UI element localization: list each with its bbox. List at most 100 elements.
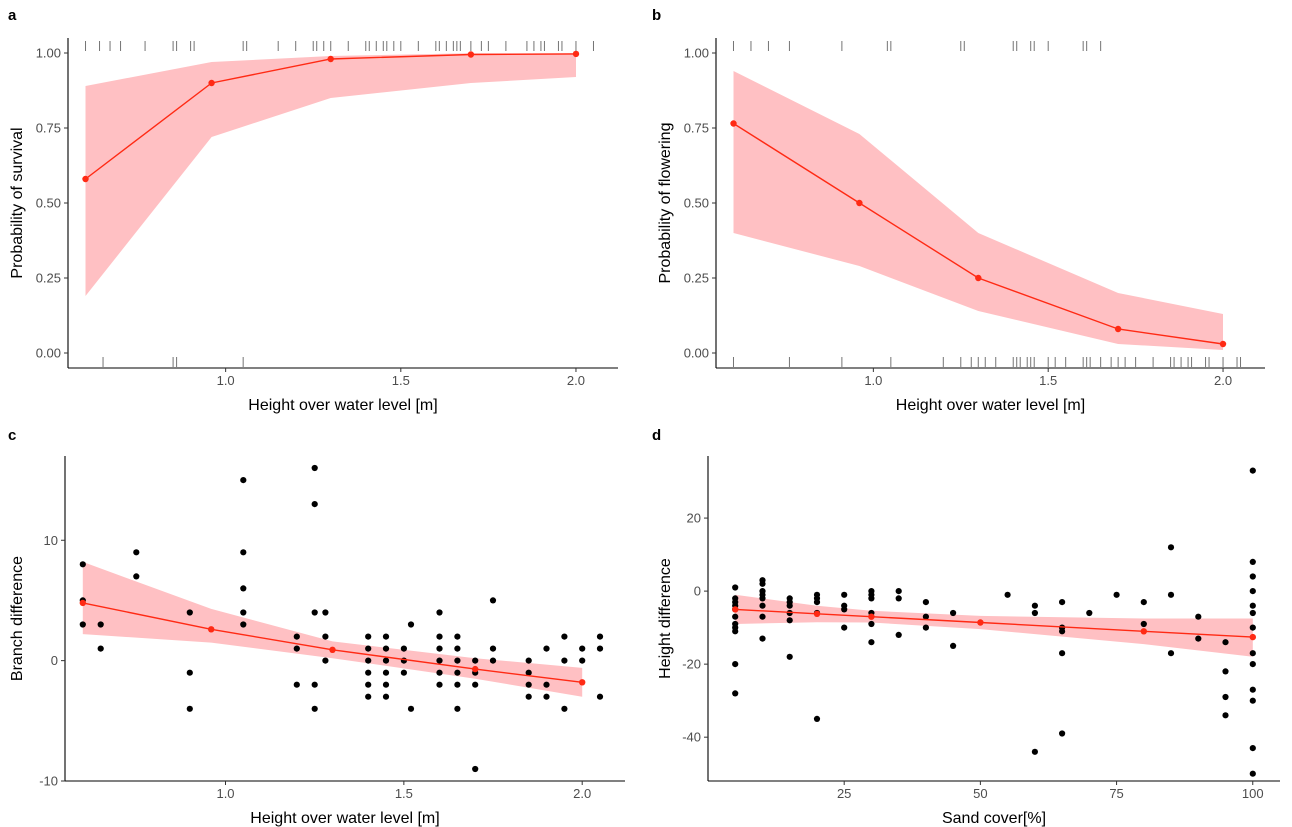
fitted-point [732, 606, 739, 613]
y-tick-label: -10 [39, 774, 58, 789]
fitted-point [79, 599, 87, 607]
observation-point [454, 633, 461, 640]
observation-point [133, 549, 140, 556]
observation-point [868, 595, 875, 602]
observation-point [240, 549, 247, 556]
observation-point [311, 464, 318, 472]
observation-point [365, 633, 372, 640]
observation-point [489, 657, 497, 664]
observation-point [311, 681, 318, 688]
observation-point [79, 621, 86, 628]
observation-point [1222, 693, 1229, 701]
observation-point [382, 657, 390, 664]
observation-point [561, 633, 568, 640]
y-tick-label: 0 [694, 584, 701, 599]
observation-point [1059, 730, 1066, 737]
observation-point [1059, 650, 1066, 657]
observation-point [1249, 661, 1256, 668]
y-tick-label: -40 [682, 730, 701, 745]
y-tick-label: 0.75 [36, 121, 61, 136]
observation-point [454, 681, 461, 688]
observation-point [950, 642, 957, 650]
observation-point [454, 645, 461, 652]
observation-point [813, 715, 821, 723]
observation-point [1031, 602, 1038, 609]
observation-point [922, 613, 930, 620]
observation-point [407, 621, 415, 628]
panel-b: b 1.0 1.5 2.0 0.00 0.25 0.50 0.75 1.00 Height ove… [652, 7, 1265, 414]
observation-point [436, 657, 443, 664]
observation-point [596, 645, 604, 652]
observation-point [382, 681, 390, 688]
observation-point [311, 705, 318, 712]
observation-point [365, 693, 372, 700]
observation-point [454, 705, 461, 712]
observation-point [382, 645, 390, 652]
y-axis-title: Probability of flowering [657, 123, 674, 284]
panel-tag: d [652, 427, 661, 444]
observation-point [579, 645, 586, 652]
panel-tag: b [652, 7, 661, 24]
observation-point [1167, 544, 1175, 551]
x-axis-title: Sand cover[%] [942, 810, 1046, 827]
observation-point [1249, 686, 1256, 693]
observation-point [322, 609, 329, 616]
fitted-point [327, 55, 334, 63]
fitted-point [572, 50, 580, 58]
observation-point [365, 681, 372, 688]
x-tick-label: 2.0 [567, 373, 585, 388]
x-tick-label: 100 [1242, 786, 1264, 801]
fitted-point [472, 665, 479, 673]
observation-point [1031, 748, 1038, 755]
observation-point [596, 633, 604, 640]
observation-point [436, 633, 443, 640]
x-tick-label: 1.5 [392, 373, 410, 388]
observation-point [133, 573, 140, 580]
observation-point [841, 606, 848, 613]
observation-point [950, 609, 957, 617]
observation-point [472, 765, 479, 773]
fitted-point [1114, 325, 1122, 333]
observation-point [436, 609, 443, 616]
x-tick-label: 2.0 [1214, 373, 1232, 388]
panel-tag: a [8, 7, 17, 24]
x-tick-label: 1.5 [1039, 373, 1057, 388]
observation-point [240, 585, 247, 592]
fitted-point [82, 175, 89, 183]
y-tick-label: 0.75 [684, 121, 709, 136]
y-tick-label: 0.00 [36, 346, 61, 361]
y-tick-label: 0.00 [684, 346, 709, 361]
observation-point [1167, 591, 1175, 598]
observation-point [454, 657, 461, 664]
x-tick-label: 1.0 [864, 373, 882, 388]
observation-point [868, 620, 875, 628]
observation-point [1249, 624, 1256, 631]
fitted-point [868, 613, 875, 620]
observation-point [311, 609, 318, 616]
observation-point [1113, 591, 1120, 598]
observation-point [543, 681, 550, 688]
fitted-point [208, 79, 215, 87]
observation-point [472, 657, 479, 664]
observation-point [97, 645, 104, 652]
panel-d: d 25 50 75 100 -40 -20 0 20 Sand cover[%] Height d… [652, 427, 1280, 827]
y-axis-title: Height difference [657, 558, 674, 679]
x-tick-label: 25 [837, 786, 851, 801]
fitted-point [975, 274, 982, 282]
observation-point [186, 609, 193, 616]
panel-tag: c [8, 427, 16, 444]
observation-point [1249, 602, 1256, 609]
observation-point [868, 639, 875, 646]
observation-point [1140, 599, 1147, 606]
x-tick-label: 1.0 [217, 373, 235, 388]
y-tick-label: 0.50 [36, 196, 61, 211]
observation-point [436, 669, 443, 676]
observation-point [561, 657, 568, 664]
observation-point [382, 693, 390, 700]
observation-point [525, 681, 532, 688]
observation-point [786, 602, 793, 609]
observation-point [400, 645, 407, 652]
observation-point [1249, 588, 1256, 595]
observation-point [543, 645, 550, 652]
observation-point [293, 645, 300, 652]
